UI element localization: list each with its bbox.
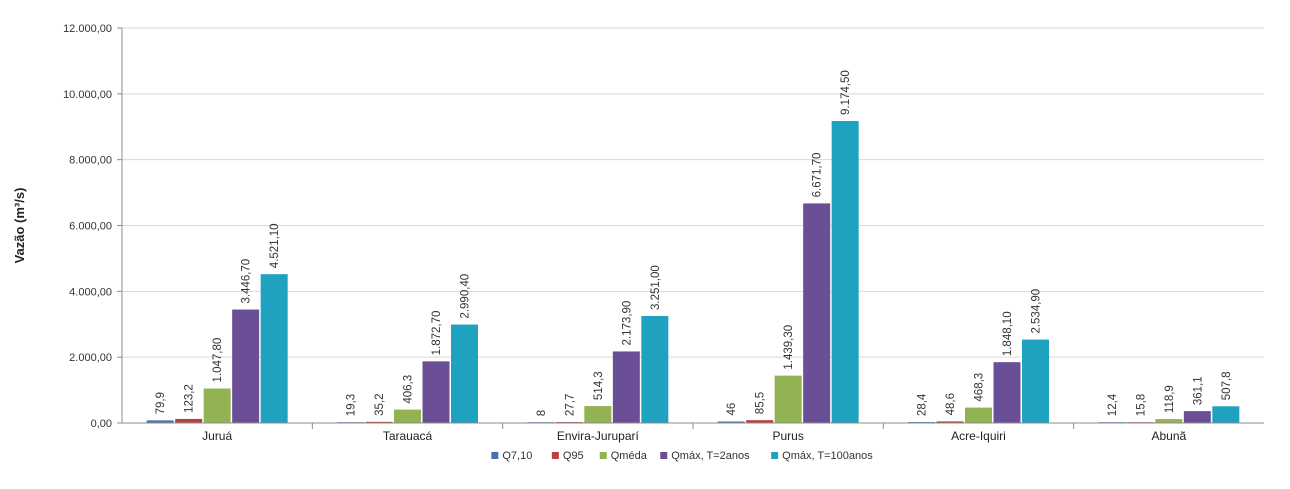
bar	[260, 274, 288, 423]
data-label: 406,3	[403, 375, 415, 404]
bar	[422, 361, 450, 423]
legend: Q7,10 Q95 Qméda Qmáx, T=2anos Qmáx, T=100ano…	[491, 450, 873, 462]
bar	[203, 388, 231, 423]
y-tick-label: 10.000,00	[63, 89, 112, 101]
data-label: 1.439,30	[783, 325, 795, 370]
bar	[1212, 406, 1240, 423]
data-label: 2.173,90	[621, 301, 633, 346]
bar	[774, 375, 802, 423]
bar	[146, 420, 174, 423]
data-label: 1.872,70	[431, 311, 443, 356]
legend-label: Qméda	[611, 450, 648, 462]
y-axis-ticks: 0,00 2.000,00 4.000,00 6.000,00 8.000,00 10.0…	[63, 23, 122, 430]
data-label: 118,9	[1164, 385, 1176, 413]
legend-swatch	[551, 452, 559, 459]
data-label: 1.848,10	[1002, 311, 1014, 356]
y-tick-label: 0,00	[91, 418, 112, 430]
data-label: 85,5	[755, 392, 767, 414]
bar	[1155, 419, 1183, 423]
bar	[394, 409, 421, 423]
legend-label: Q95	[563, 450, 584, 462]
data-label: 15,8	[1135, 394, 1147, 416]
bar	[1022, 339, 1049, 423]
bar	[746, 420, 774, 423]
category-labels: Juruá Tarauacá Envira-Juruparí Purus Acre-Iq…	[202, 429, 1186, 443]
legend-label: Qmáx, T=2anos	[671, 450, 750, 462]
bar	[175, 418, 203, 423]
data-label: 12,4	[1107, 393, 1119, 416]
bars: 79,9 123,2 1.047,80 3.446,70 4.521,10 19,3 35,…	[146, 70, 1240, 423]
category-label: Juruá	[202, 429, 232, 443]
bar	[965, 407, 992, 423]
data-label: 9.174,50	[840, 70, 852, 115]
legend-swatch	[771, 452, 779, 459]
bar	[584, 406, 612, 423]
data-label: 514,3	[593, 371, 605, 400]
data-label: 46	[726, 403, 738, 416]
bar	[936, 421, 964, 423]
data-label: 4.521,10	[269, 223, 281, 268]
y-tick-label: 4.000,00	[69, 286, 112, 298]
data-label: 2.534,90	[1031, 289, 1043, 334]
y-tick-label: 6.000,00	[69, 221, 112, 233]
gridlines	[122, 27, 1264, 358]
bar	[803, 203, 831, 423]
y-tick-label: 8.000,00	[69, 155, 112, 167]
bar	[641, 315, 669, 423]
legend-swatch	[660, 452, 668, 459]
data-label: 79,9	[155, 392, 167, 414]
y-tick-label: 12.000,00	[63, 23, 112, 35]
axes	[121, 28, 1264, 429]
y-axis-label: Vazão (m³/s)	[12, 188, 27, 264]
y-tick-label: 2.000,00	[69, 352, 112, 364]
data-label: 28,4	[917, 393, 929, 416]
legend-label: Q7,10	[502, 450, 532, 462]
data-label: 8	[536, 410, 548, 416]
bar	[612, 351, 640, 423]
data-label: 507,8	[1221, 372, 1233, 401]
legend-swatch	[599, 452, 607, 459]
data-label: 361,1	[1192, 376, 1204, 405]
data-label: 1.047,80	[212, 338, 224, 383]
data-label: 123,2	[184, 384, 196, 413]
data-label: 48,6	[945, 393, 957, 415]
data-label: 6.671,70	[812, 153, 824, 198]
legend-label: Qmáx, T=100anos	[782, 450, 873, 462]
data-label: 468,3	[974, 373, 986, 402]
data-label: 2.990,40	[460, 274, 472, 319]
category-label: Tarauacá	[383, 429, 433, 443]
data-label: 3.446,70	[241, 259, 253, 304]
category-label: Purus	[772, 429, 803, 443]
data-label: 19,3	[346, 394, 358, 416]
bar	[993, 362, 1021, 423]
data-label: 3.251,00	[650, 265, 662, 310]
bar	[717, 421, 745, 423]
data-label: 27,7	[564, 394, 576, 416]
category-label: Acre-Iquiri	[951, 429, 1006, 443]
bar	[451, 324, 478, 423]
bar	[365, 421, 393, 423]
data-label: 35,2	[374, 393, 386, 415]
bar	[831, 121, 859, 423]
bar	[1183, 411, 1211, 423]
category-label: Abunã	[1151, 429, 1186, 443]
bar	[232, 309, 260, 423]
legend-swatch	[491, 452, 499, 459]
category-label: Envira-Juruparí	[557, 429, 640, 443]
